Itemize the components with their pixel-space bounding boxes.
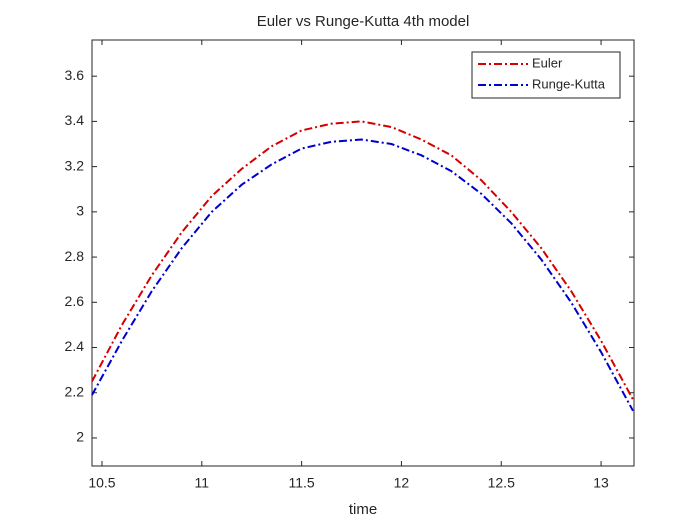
x-tick-label: 10.5	[88, 475, 115, 491]
legend-label: Euler	[532, 55, 563, 70]
y-tick-label: 3	[76, 203, 84, 219]
y-tick-label: 2.4	[65, 338, 85, 354]
line-series	[91, 138, 634, 412]
y-tick-label: 3.4	[65, 112, 85, 128]
legend-label: Runge-Kutta	[532, 76, 606, 91]
x-tick-label: 11	[195, 475, 210, 491]
line-series	[91, 120, 634, 400]
y-tick-label: 3.2	[65, 157, 85, 173]
y-tick-label: 2.8	[65, 248, 85, 264]
y-tick-label: 2.2	[65, 383, 85, 399]
chart-title: Euler vs Runge-Kutta 4th model	[257, 13, 470, 30]
x-tick-label: 12	[394, 475, 410, 491]
x-tick-label: 12.5	[488, 475, 515, 491]
legend-box	[471, 51, 621, 99]
y-tick-label: 2	[76, 429, 84, 445]
x-axis-label: time	[349, 501, 377, 518]
plot-area	[91, 39, 635, 467]
x-tick-label: 13	[593, 475, 609, 491]
y-tick-label: 3.6	[65, 67, 85, 83]
y-tick-label: 2.6	[65, 293, 85, 309]
x-tick-label: 11.5	[289, 475, 315, 491]
